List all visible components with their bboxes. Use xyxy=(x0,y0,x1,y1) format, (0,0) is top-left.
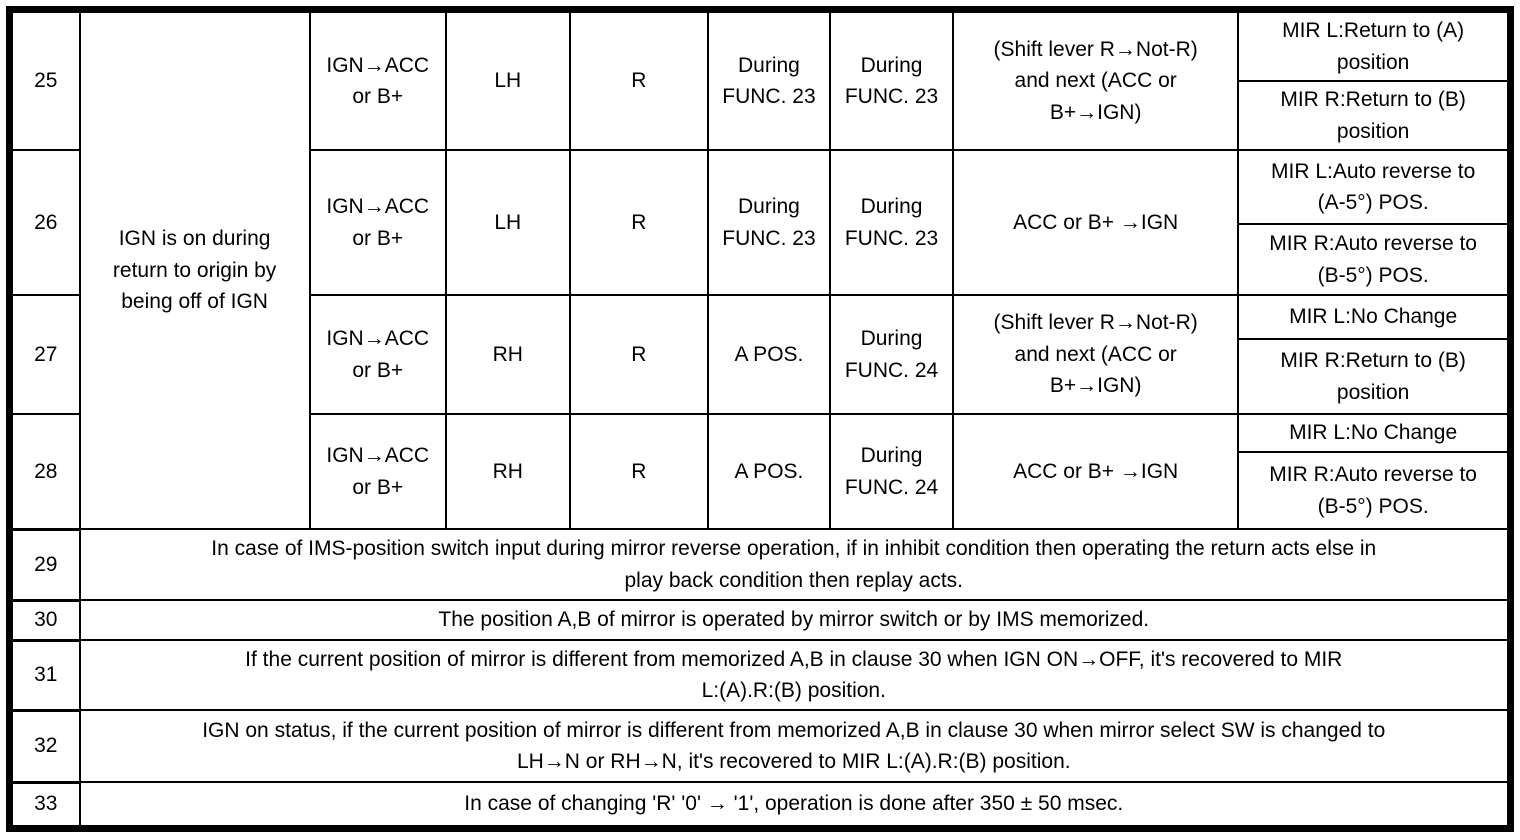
row-28-mirror-right-result-cell: MIR R:Auto reverse to (B-5°) POS. xyxy=(1237,451,1512,530)
row-26-power-transition-cell: IGN→ACC or B+ xyxy=(308,149,447,296)
row-26-mirror-right-result-cell: MIR R:Auto reverse to (B-5°) POS. xyxy=(1237,223,1512,296)
row-25-reverse-signal-cell: R xyxy=(568,8,709,151)
row-29-number-cell: 29 xyxy=(8,527,81,602)
row-26-number-cell: 26 xyxy=(8,149,81,296)
row-26-mirror-left-result-cell: MIR L:Auto reverse to (A-5°) POS. xyxy=(1237,149,1512,225)
row-27-number-cell: 27 xyxy=(8,294,81,415)
row-25-state-a-cell: During FUNC. 23 xyxy=(706,8,831,151)
row-28-mirror-select-cell: RH xyxy=(444,413,571,530)
row-28-condition-cell: ACC or B+ →IGN xyxy=(952,413,1240,530)
rows-25-28-description-cell: IGN is on during return to origin by bei… xyxy=(78,8,311,530)
row-32-note-cell: IGN on status, if the current position o… xyxy=(78,709,1512,783)
row-33-note-cell: In case of changing 'R' '0' → '1', opera… xyxy=(78,781,1512,829)
row-27-reverse-signal-cell: R xyxy=(568,294,709,415)
row-25-power-transition-cell: IGN→ACC or B+ xyxy=(308,8,447,151)
row-29-note-cell: In case of IMS-position switch input dur… xyxy=(78,528,1512,601)
row-26-mirror-select-cell: LH xyxy=(444,149,571,296)
row-27-state-b-cell: During FUNC. 24 xyxy=(828,294,955,415)
row-31-number-cell: 31 xyxy=(8,638,81,712)
row-30-note-cell: The position A,B of mirror is operated b… xyxy=(78,599,1512,641)
row-25-state-b-cell: During FUNC. 23 xyxy=(828,8,955,151)
row-27-power-transition-cell: IGN→ACC or B+ xyxy=(308,294,447,415)
row-30-number-cell: 30 xyxy=(8,598,81,642)
row-28-state-b-cell: During FUNC. 24 xyxy=(828,413,955,530)
row-33-number-cell: 33 xyxy=(8,780,81,830)
row-28-state-a-cell: A POS. xyxy=(706,413,831,530)
row-27-mirror-select-cell: RH xyxy=(444,294,571,415)
row-25-mirror-right-result-cell: MIR R:Return to (B) position xyxy=(1237,80,1512,151)
row-27-condition-cell: (Shift lever R→Not-R) and next (ACC or B… xyxy=(952,294,1240,415)
row-25-mirror-left-result-cell: MIR L:Return to (A) position xyxy=(1237,8,1512,82)
row-28-reverse-signal-cell: R xyxy=(568,413,709,530)
row-25-number-cell: 25 xyxy=(8,8,81,151)
row-27-mirror-left-result-cell: MIR L:No Change xyxy=(1237,294,1512,340)
row-26-state-b-cell: During FUNC. 23 xyxy=(828,149,955,296)
row-28-mirror-left-result-cell: MIR L:No Change xyxy=(1237,413,1512,453)
row-27-state-a-cell: A POS. xyxy=(706,294,831,415)
row-26-condition-cell: ACC or B+ →IGN xyxy=(952,149,1240,296)
row-31-note-cell: If the current position of mirror is dif… xyxy=(78,639,1512,711)
row-25-mirror-select-cell: LH xyxy=(444,8,571,151)
row-26-state-a-cell: During FUNC. 23 xyxy=(706,149,831,296)
row-25-condition-cell: (Shift lever R→Not-R) and next (ACC or B… xyxy=(952,8,1240,151)
row-26-reverse-signal-cell: R xyxy=(568,149,709,296)
row-28-power-transition-cell: IGN→ACC or B+ xyxy=(308,413,447,530)
mirror-operation-spec-table: 25 IGN is on during return to origin by … xyxy=(6,6,1514,832)
row-28-number-cell: 28 xyxy=(8,413,81,530)
row-27-mirror-right-result-cell: MIR R:Return to (B) position xyxy=(1237,338,1512,415)
scanned-document-page: 25 IGN is on during return to origin by … xyxy=(0,6,1520,840)
row-32-number-cell: 32 xyxy=(8,708,81,784)
